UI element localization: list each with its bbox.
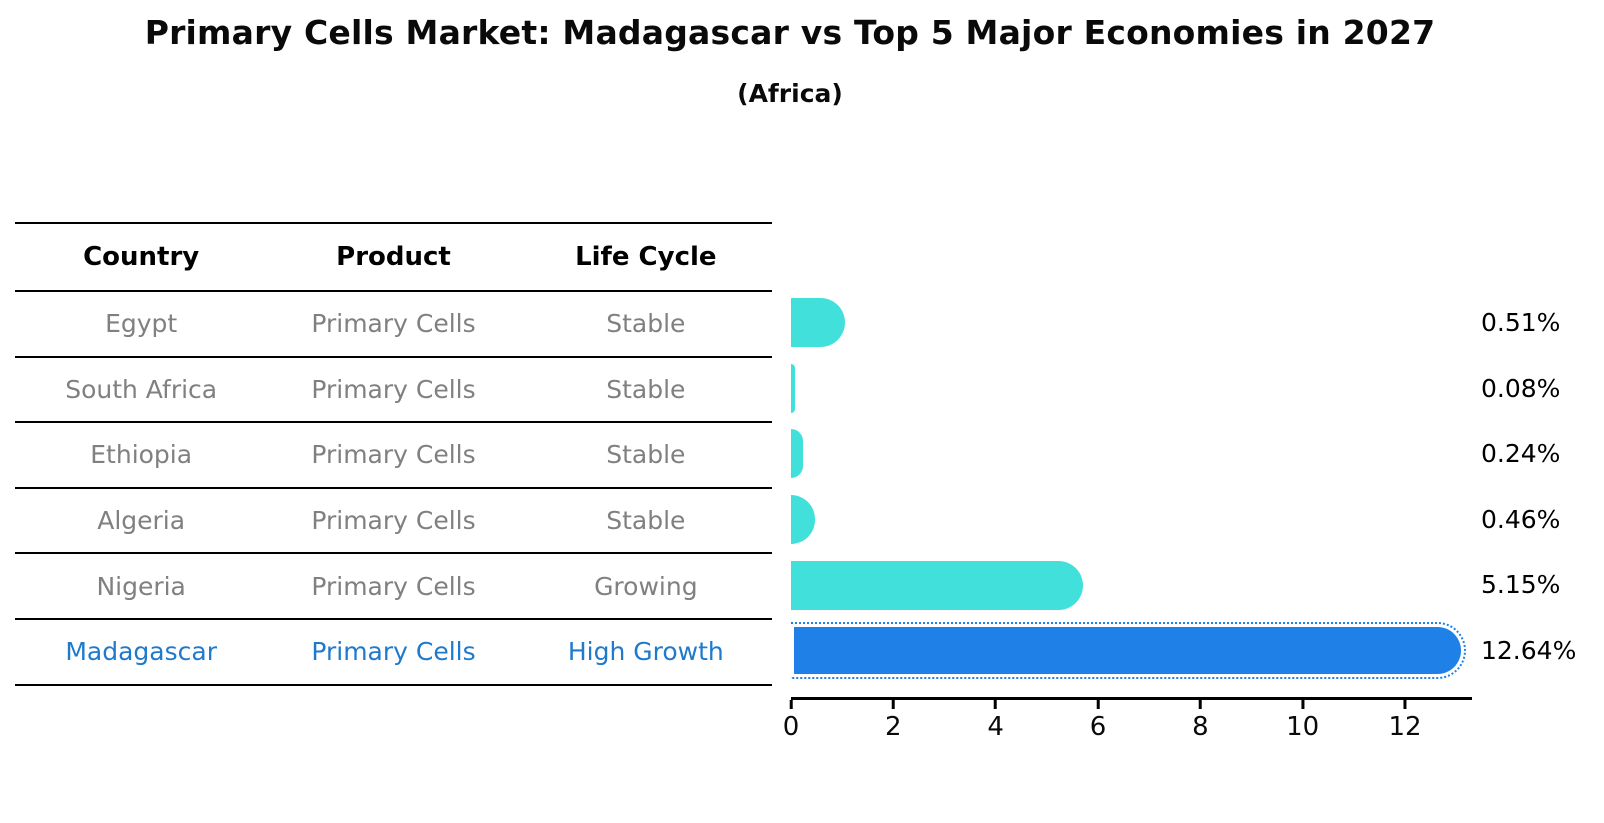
lifecycle-cell: Stable: [606, 309, 686, 339]
country-cell: South Africa: [65, 374, 218, 404]
product-cell: Primary Cells: [311, 374, 476, 404]
product-cell: Primary Cells: [311, 571, 476, 601]
country-cell: Madagascar: [65, 637, 217, 667]
value-label-egypt: 0.51%: [1481, 308, 1561, 337]
x-tick-mark: [789, 700, 793, 709]
chart-subtitle: (Africa): [737, 79, 843, 108]
bar-row-egypt: [791, 290, 1470, 356]
column-header-country: Country: [83, 242, 200, 272]
x-tick-label: 0: [782, 712, 800, 742]
bar-row-nigeria: [791, 552, 1470, 618]
product-cell: Primary Cells: [311, 637, 476, 667]
lifecycle-cell: High Growth: [567, 637, 724, 667]
product-cell: Primary Cells: [311, 506, 476, 536]
bar-south-africa: [791, 363, 796, 413]
x-tick-mark: [994, 700, 998, 709]
column-header-lifecycle: Life Cycle: [575, 242, 717, 272]
bar-chart: [791, 290, 1470, 684]
x-tick-label: 4: [987, 712, 1004, 742]
table-row-egypt: Egypt Primary Cells Stable: [15, 292, 772, 358]
bar-row-south-africa: [791, 356, 1470, 422]
table-row-ethiopia: Ethiopia Primary Cells Stable: [15, 423, 772, 489]
bar-madagascar: [791, 622, 1466, 680]
x-tick-label: 12: [1388, 712, 1422, 742]
country-table: Country Product Life Cycle Egypt Primary…: [15, 222, 772, 686]
x-tick-mark: [891, 700, 895, 709]
value-label-ethiopia: 0.24%: [1481, 439, 1561, 469]
lifecycle-cell: Stable: [606, 374, 686, 404]
lifecycle-cell: Stable: [606, 440, 686, 470]
column-header-product: Product: [336, 242, 451, 272]
lifecycle-cell: Stable: [606, 506, 686, 536]
x-tick-mark: [1301, 700, 1305, 709]
x-tick: 0: [782, 700, 800, 742]
product-cell: Primary Cells: [311, 309, 476, 339]
x-tick-mark: [1198, 700, 1202, 709]
table-row-algeria: Algeria Primary Cells Stable: [15, 489, 772, 555]
x-tick: 8: [1192, 700, 1209, 742]
value-label-algeria: 0.46%: [1481, 504, 1561, 534]
x-axis-line: [791, 697, 1472, 700]
x-tick: 12: [1388, 700, 1422, 742]
chart-title: Primary Cells Market: Madagascar vs Top …: [144, 13, 1436, 52]
value-labels: 0.51% 0.08% 0.24% 0.46% 5.15% 12.64%: [1481, 290, 1576, 684]
bar-egypt: [791, 298, 846, 348]
x-axis: 0 2 4 6 8 10 12: [783, 697, 1472, 747]
value-label-madagascar: 12.64%: [1481, 635, 1577, 665]
x-tick-mark: [1096, 700, 1100, 709]
x-tick: 2: [885, 700, 902, 742]
value-label-nigeria: 5.15%: [1481, 570, 1561, 600]
country-cell: Egypt: [105, 309, 178, 339]
table-row-nigeria: Nigeria Primary Cells Growing: [15, 554, 772, 620]
x-tick-label: 6: [1089, 712, 1107, 742]
x-tick-label: 2: [885, 712, 902, 742]
x-tick-mark: [1403, 700, 1407, 709]
bar-row-algeria: [791, 487, 1470, 553]
bar-ethiopia: [791, 429, 804, 479]
bar-row-madagascar: [791, 618, 1470, 684]
country-cell: Nigeria: [96, 571, 186, 601]
bar-algeria: [791, 495, 815, 545]
x-tick-label: 8: [1192, 712, 1209, 742]
table-row-madagascar: Madagascar Primary Cells High Growth: [15, 620, 772, 686]
table-header-row: Country Product Life Cycle: [15, 224, 772, 292]
x-tick: 10: [1286, 700, 1319, 742]
product-cell: Primary Cells: [311, 440, 476, 470]
x-tick: 6: [1089, 700, 1107, 742]
country-cell: Ethiopia: [90, 440, 193, 470]
country-cell: Algeria: [97, 506, 186, 536]
bar-nigeria: [791, 560, 1083, 610]
lifecycle-cell: Growing: [594, 571, 698, 601]
bar-row-ethiopia: [791, 421, 1470, 487]
table-row-south-africa: South Africa Primary Cells Stable: [15, 358, 772, 424]
x-tick-label: 10: [1286, 712, 1320, 742]
x-tick: 4: [987, 700, 1004, 742]
value-label-south-africa: 0.08%: [1481, 373, 1561, 403]
